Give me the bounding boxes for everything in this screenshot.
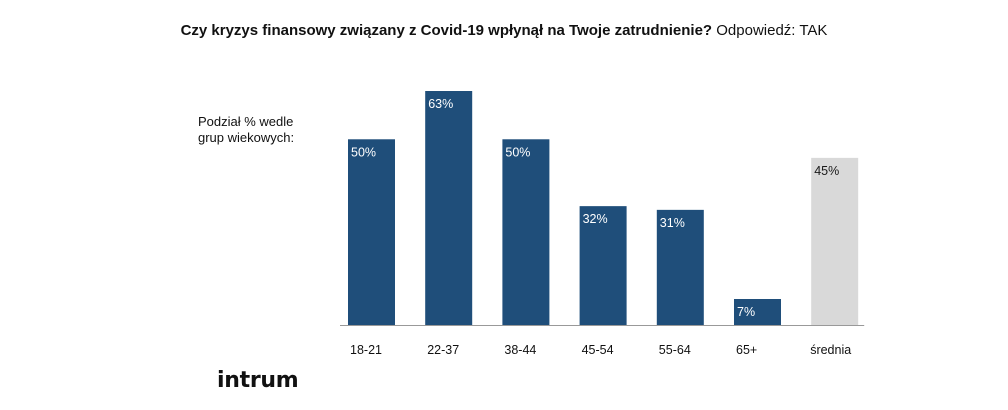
data-label: 45%: [814, 164, 839, 178]
bar-average: [811, 157, 859, 325]
data-label: 63%: [428, 97, 453, 111]
bar-22-37: [425, 91, 473, 325]
bar-45-54: [579, 206, 627, 325]
category-label: średnia: [810, 343, 851, 357]
data-label: 31%: [660, 216, 685, 230]
category-label: 22-37: [427, 343, 459, 357]
intrum-logo: intrum: [217, 368, 299, 393]
data-label: 50%: [505, 145, 530, 159]
side-note: Podział % wedle grup wiekowych:: [198, 114, 295, 145]
category-label: 55-64: [659, 343, 691, 357]
category-label: 45-54: [582, 343, 614, 357]
data-label: 32%: [583, 212, 608, 226]
bar-55-64: [656, 209, 704, 325]
title-question: Czy kryzys finansowy związany z Covid-19…: [180, 22, 713, 39]
data-label: 50%: [351, 145, 376, 159]
chart-title: Czy kryzys finansowy związany z Covid-19…: [0, 22, 1008, 39]
bar-18-21: [348, 139, 395, 325]
category-label: 18-21: [350, 343, 382, 357]
bar-38-44: [502, 139, 550, 325]
data-label: 7%: [737, 305, 755, 319]
category-label: 65+: [736, 343, 757, 357]
title-answer: Odpowiedź: TAK: [716, 22, 828, 39]
category-label: 38-44: [504, 343, 536, 357]
bar-65+: [734, 299, 781, 325]
